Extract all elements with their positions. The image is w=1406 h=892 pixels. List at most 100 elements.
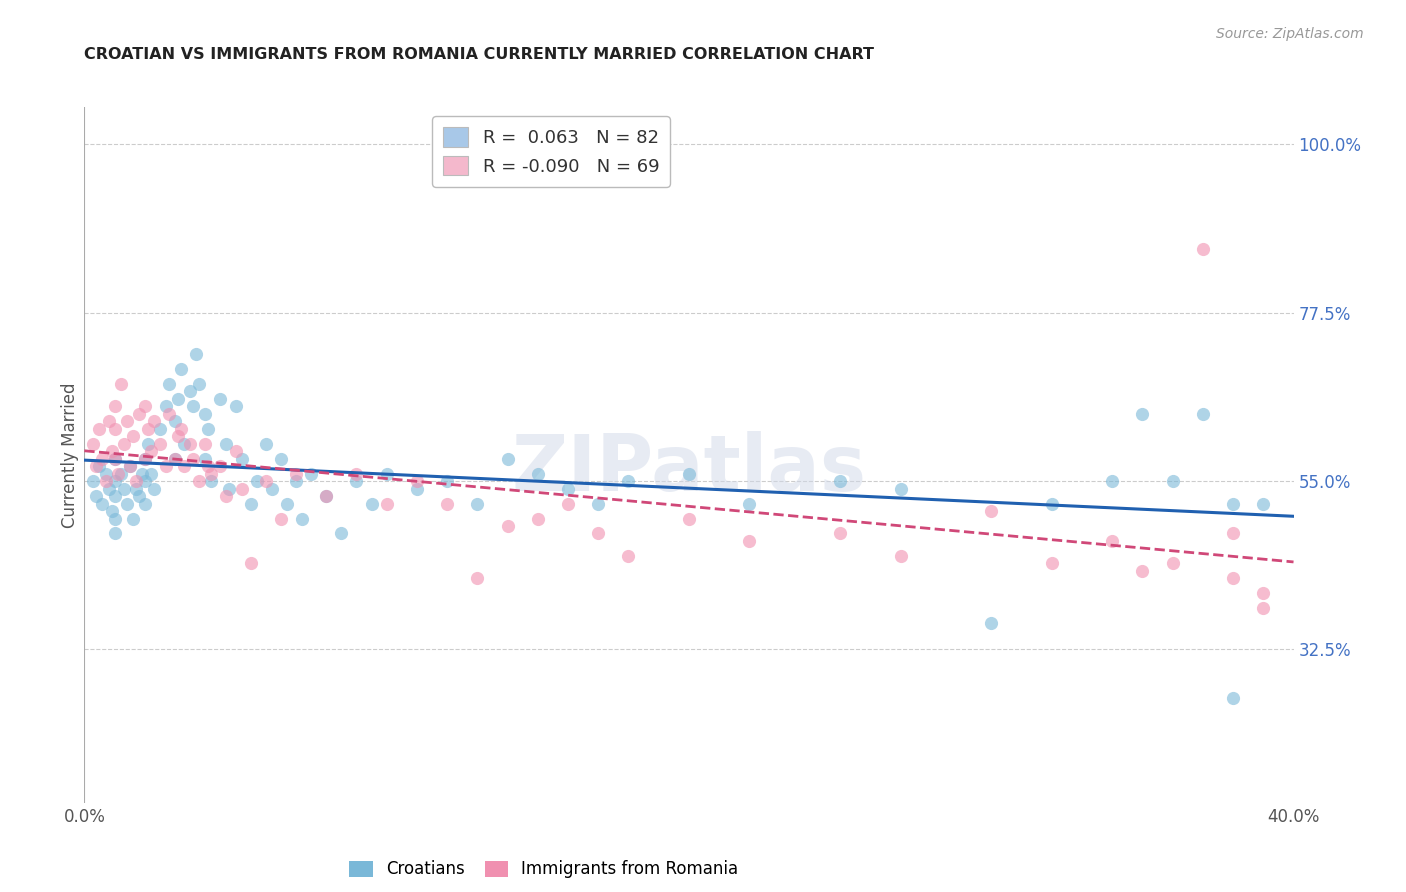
Point bbox=[200, 474, 222, 488]
Point bbox=[194, 407, 217, 421]
Point bbox=[588, 526, 610, 541]
Point bbox=[360, 497, 382, 511]
Point bbox=[131, 467, 153, 481]
Point bbox=[134, 474, 156, 488]
Point bbox=[104, 451, 127, 466]
Point bbox=[157, 407, 180, 421]
Point bbox=[136, 422, 159, 436]
Point bbox=[239, 497, 262, 511]
Point bbox=[170, 422, 193, 436]
Point bbox=[179, 436, 201, 450]
Point bbox=[270, 451, 292, 466]
Point bbox=[254, 474, 277, 488]
Point bbox=[276, 497, 298, 511]
Point bbox=[157, 376, 180, 391]
Point bbox=[617, 549, 640, 563]
Point bbox=[738, 497, 761, 511]
Point bbox=[91, 497, 114, 511]
Point bbox=[260, 482, 283, 496]
Point bbox=[246, 474, 269, 488]
Point bbox=[107, 467, 129, 481]
Point bbox=[225, 444, 247, 458]
Point bbox=[1222, 691, 1244, 706]
Point bbox=[209, 459, 232, 474]
Point bbox=[82, 474, 104, 488]
Point bbox=[91, 451, 114, 466]
Point bbox=[467, 497, 489, 511]
Point bbox=[1222, 526, 1244, 541]
Point bbox=[104, 474, 127, 488]
Point bbox=[215, 489, 238, 503]
Point bbox=[155, 459, 177, 474]
Point bbox=[1101, 533, 1123, 548]
Point bbox=[406, 482, 429, 496]
Point bbox=[186, 347, 208, 361]
Point bbox=[115, 414, 138, 428]
Point bbox=[121, 511, 143, 525]
Point bbox=[346, 474, 368, 488]
Point bbox=[496, 519, 519, 533]
Point bbox=[89, 422, 111, 436]
Point bbox=[1222, 571, 1244, 585]
Point bbox=[254, 436, 277, 450]
Point bbox=[165, 451, 187, 466]
Point bbox=[89, 459, 111, 474]
Point bbox=[118, 459, 141, 474]
Point bbox=[134, 451, 156, 466]
Point bbox=[115, 497, 138, 511]
Point bbox=[1192, 242, 1215, 256]
Point bbox=[155, 399, 177, 413]
Point bbox=[104, 489, 127, 503]
Point bbox=[149, 422, 172, 436]
Point bbox=[104, 511, 127, 525]
Point bbox=[315, 489, 337, 503]
Point bbox=[142, 414, 165, 428]
Point bbox=[231, 451, 253, 466]
Point bbox=[194, 451, 217, 466]
Point bbox=[181, 451, 204, 466]
Point bbox=[165, 451, 187, 466]
Point bbox=[100, 444, 122, 458]
Point bbox=[1161, 557, 1184, 571]
Point bbox=[173, 459, 195, 474]
Point bbox=[181, 399, 204, 413]
Point bbox=[104, 451, 127, 466]
Point bbox=[134, 451, 156, 466]
Point bbox=[678, 467, 700, 481]
Point bbox=[94, 474, 117, 488]
Point bbox=[110, 376, 132, 391]
Point bbox=[97, 482, 120, 496]
Point bbox=[104, 422, 127, 436]
Point bbox=[1101, 474, 1123, 488]
Point bbox=[890, 549, 912, 563]
Text: Source: ZipAtlas.com: Source: ZipAtlas.com bbox=[1216, 27, 1364, 41]
Point bbox=[467, 571, 489, 585]
Point bbox=[188, 474, 211, 488]
Point bbox=[136, 436, 159, 450]
Point bbox=[231, 482, 253, 496]
Point bbox=[134, 497, 156, 511]
Point bbox=[112, 436, 135, 450]
Legend: Croatians, Immigrants from Romania: Croatians, Immigrants from Romania bbox=[343, 854, 745, 885]
Point bbox=[890, 482, 912, 496]
Point bbox=[179, 384, 201, 399]
Point bbox=[496, 451, 519, 466]
Point bbox=[225, 399, 247, 413]
Point bbox=[436, 474, 458, 488]
Y-axis label: Currently Married: Currently Married bbox=[60, 382, 79, 528]
Point bbox=[218, 482, 240, 496]
Point bbox=[197, 422, 219, 436]
Point bbox=[100, 504, 122, 518]
Point bbox=[86, 489, 108, 503]
Point bbox=[209, 392, 232, 406]
Point bbox=[128, 489, 150, 503]
Point bbox=[1130, 564, 1153, 578]
Text: ZIPatlas: ZIPatlas bbox=[512, 431, 866, 507]
Point bbox=[200, 467, 222, 481]
Point bbox=[1130, 407, 1153, 421]
Point bbox=[121, 429, 143, 443]
Point bbox=[194, 436, 217, 450]
Point bbox=[1040, 557, 1063, 571]
Point bbox=[557, 482, 579, 496]
Point bbox=[1040, 497, 1063, 511]
